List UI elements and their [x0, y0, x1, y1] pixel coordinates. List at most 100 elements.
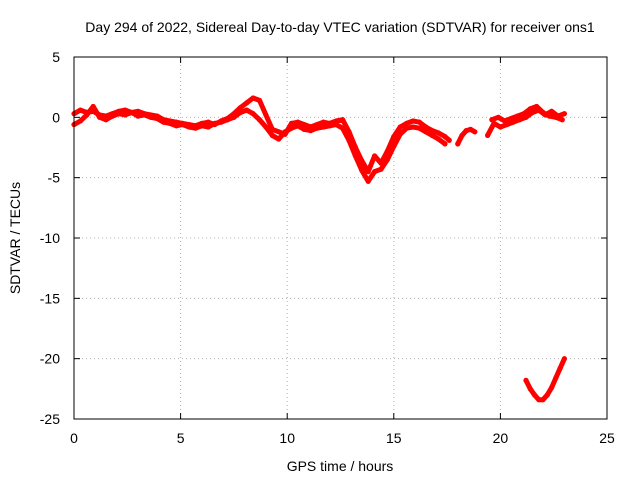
- data-point: [167, 120, 173, 126]
- data-point: [489, 117, 495, 123]
- data-point: [141, 112, 147, 118]
- data-point: [536, 397, 542, 403]
- data-point: [77, 107, 83, 113]
- data-point: [282, 129, 288, 135]
- data-point: [122, 107, 128, 113]
- data-point: [546, 113, 553, 119]
- data-point: [244, 107, 250, 113]
- data-point: [534, 103, 540, 110]
- data-point: [391, 143, 397, 149]
- data-point: [205, 124, 211, 130]
- data-point: [359, 167, 365, 174]
- y-tick-label: -10: [40, 230, 60, 246]
- y-tick-label: -20: [40, 351, 60, 367]
- data-point: [288, 125, 295, 131]
- data-point: [497, 124, 503, 130]
- data-point: [295, 119, 301, 125]
- data-point: [218, 119, 224, 125]
- data-point: [77, 118, 83, 124]
- data-point: [122, 112, 128, 118]
- data-point: [244, 100, 250, 106]
- y-tick-label: 0: [52, 109, 60, 125]
- data-point: [308, 128, 314, 134]
- data-point: [472, 129, 478, 135]
- data-point: [467, 126, 474, 132]
- data-point: [378, 166, 384, 172]
- data-point: [212, 120, 218, 126]
- x-tick-label: 25: [599, 430, 615, 446]
- data-point: [263, 112, 269, 118]
- chart-title: Day 294 of 2022, Sidereal Day-to-day VTE…: [85, 19, 595, 35]
- data-point: [540, 397, 546, 403]
- y-axis-label: SDTVAR / TECUs: [7, 182, 23, 294]
- data-point: [84, 112, 90, 118]
- data-point: [557, 365, 563, 371]
- data-point: [397, 131, 403, 137]
- data-point: [346, 137, 352, 143]
- data-point: [352, 153, 359, 159]
- data-point: [553, 375, 559, 381]
- data-point: [410, 124, 416, 130]
- data-point: [256, 97, 263, 104]
- series-layer: [71, 95, 567, 403]
- data-point: [502, 118, 508, 124]
- data-point: [96, 114, 103, 120]
- data-point: [423, 129, 429, 135]
- data-point: [548, 108, 555, 114]
- data-point: [295, 123, 301, 129]
- data-point: [288, 120, 295, 126]
- data-point: [116, 111, 122, 117]
- data-point: [442, 141, 448, 147]
- data-point: [231, 114, 237, 120]
- y-tick-label: -25: [40, 411, 60, 427]
- x-tick-label: 15: [386, 430, 402, 446]
- data-point: [397, 124, 403, 130]
- data-point: [416, 125, 422, 131]
- data-point: [384, 156, 391, 163]
- data-point: [391, 134, 397, 140]
- data-point: [372, 153, 378, 159]
- data-point: [250, 95, 256, 101]
- data-point: [531, 392, 538, 398]
- x-tick-label: 0: [70, 430, 78, 446]
- data-point: [320, 119, 327, 125]
- data-point: [276, 129, 282, 135]
- data-point: [463, 128, 469, 134]
- data-point: [237, 109, 243, 116]
- data-point: [173, 123, 179, 129]
- data-point: [540, 109, 546, 116]
- data-point: [256, 117, 263, 123]
- x-tick-label: 5: [177, 430, 185, 446]
- y-tick-label: -15: [40, 290, 60, 306]
- data-point: [521, 111, 527, 117]
- data-point: [186, 124, 192, 130]
- data-point: [527, 106, 533, 112]
- data-point: [340, 125, 346, 131]
- data-point: [523, 377, 529, 383]
- data-point: [276, 136, 282, 142]
- x-tick-label: 10: [279, 430, 295, 446]
- data-point: [250, 111, 256, 117]
- data-point: [109, 113, 115, 119]
- tick-layer: 0 5 10 15 20 25 5 0 -5 -10 -15 -20 -25: [40, 49, 615, 446]
- data-point: [561, 356, 567, 362]
- data-point: [327, 123, 333, 129]
- data-point: [435, 130, 442, 136]
- data-point: [128, 109, 135, 116]
- data-point: [340, 117, 346, 123]
- data-point: [559, 117, 565, 123]
- series-line-segment-6: [523, 356, 567, 403]
- data-point: [154, 115, 160, 122]
- data-point: [495, 114, 501, 120]
- x-tick-label: 20: [493, 430, 509, 446]
- data-point: [544, 392, 550, 398]
- data-point: [429, 132, 435, 139]
- data-point: [192, 125, 199, 131]
- y-tick-label: -5: [48, 170, 61, 186]
- data-point: [224, 117, 231, 123]
- data-point: [561, 111, 567, 117]
- data-point: [459, 132, 465, 139]
- data-point: [180, 121, 186, 128]
- data-point: [263, 124, 269, 130]
- data-point: [403, 125, 410, 131]
